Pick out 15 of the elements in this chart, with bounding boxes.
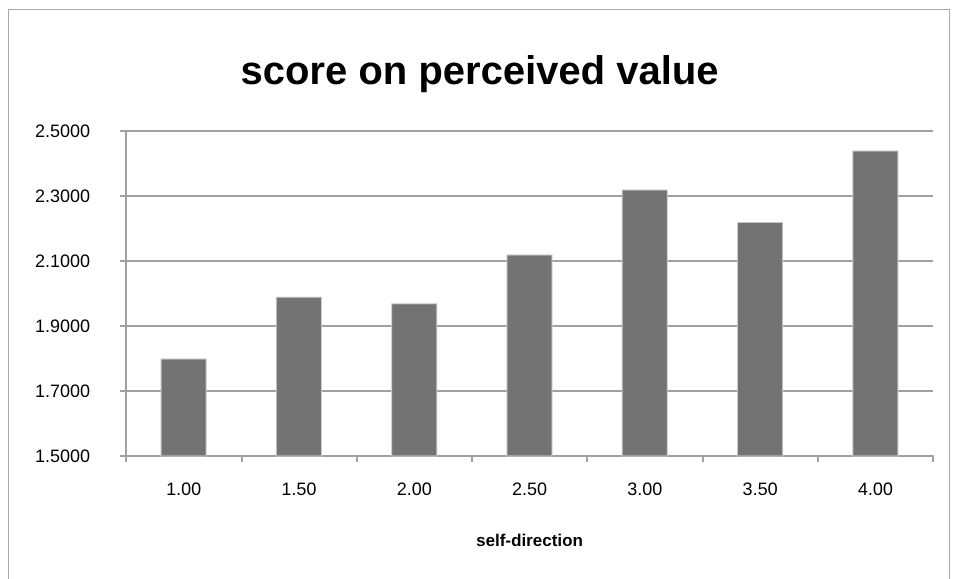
y-tick-label: 1.9000 — [34, 316, 90, 336]
x-axis-title: self-direction — [476, 531, 583, 550]
y-tick-label: 1.7000 — [34, 381, 90, 401]
y-tick-label: 2.5000 — [34, 121, 90, 141]
x-tick-label: 2.50 — [512, 479, 548, 499]
y-tick-label: 2.1000 — [34, 251, 90, 271]
x-tick-label: 1.50 — [281, 479, 316, 499]
x-tick-label: 3.00 — [627, 479, 662, 499]
x-tick-label: 2.00 — [396, 479, 432, 499]
x-tick-label: 4.00 — [858, 479, 893, 499]
chart-title: score on perceived value — [240, 49, 719, 93]
y-tick-label: 1.5000 — [34, 446, 90, 466]
x-tick-label: 1.00 — [166, 479, 202, 499]
x-tick-label: 3.50 — [742, 479, 778, 499]
y-tick-label: 2.3000 — [34, 186, 90, 206]
